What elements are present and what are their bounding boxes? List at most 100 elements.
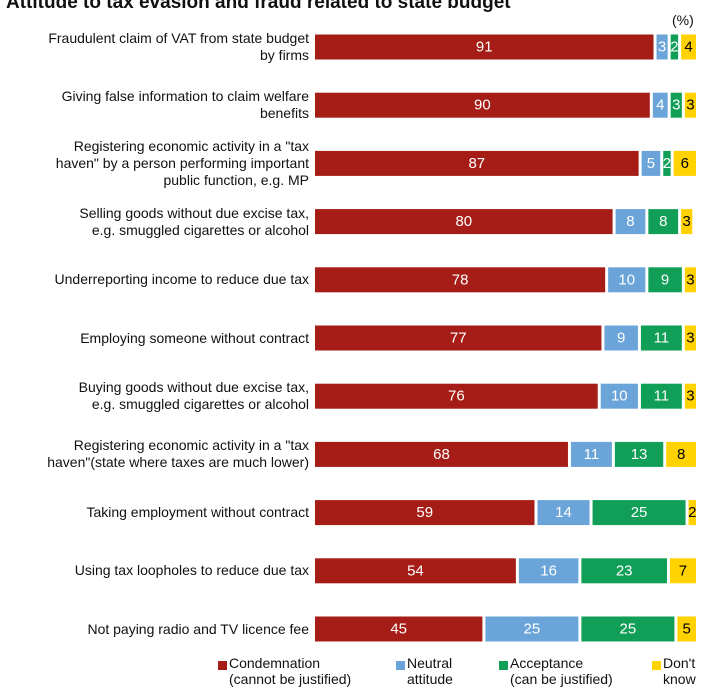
category-label: Giving false information to claim welfar… [61,88,309,122]
bar-segment [663,150,671,176]
bar-segment [315,441,568,467]
bar-segment [315,150,639,176]
bar-segment [604,325,638,351]
value-label: 8 [626,213,634,230]
legend-label: Neutral attitude [407,655,453,687]
value-label: 2 [670,39,678,56]
bar-segment [684,267,696,293]
bar-segment [670,34,679,60]
bar-segment [652,92,668,118]
legend-swatch [652,661,661,670]
value-label: 77 [450,330,467,347]
bar-segment [518,558,579,584]
category-label: Buying goods without due excise tax, e.g… [78,379,309,413]
value-label: 11 [654,388,670,405]
value-label: 91 [476,39,493,56]
bar-segment [681,34,696,60]
legend-label: Acceptance (can be justified) [510,655,613,687]
value-label: 25 [524,621,541,638]
bar-segment [615,209,646,235]
value-label: 16 [540,562,557,579]
value-label: 68 [433,446,450,463]
chart-title: Attitude to tax evasion and fraud relate… [6,0,511,13]
bar-segment [640,325,682,351]
bar-segment [315,616,483,642]
value-label: 23 [616,562,633,579]
legend-swatch [499,661,508,670]
category-label: Using tax loopholes to reduce due tax [74,562,309,579]
bar-segment [570,441,612,467]
category-label: Taking employment without contract [86,504,309,521]
value-label: 10 [618,271,635,288]
value-label: 5 [647,155,655,172]
category-label: Not paying radio and TV licence fee [87,620,309,637]
bar-segment [684,92,696,118]
bar-segment [648,267,682,293]
value-label: 10 [611,388,628,405]
value-label: 14 [555,504,572,521]
bar-segment [673,150,696,176]
bar-segment [681,209,693,235]
value-label: 2 [688,504,696,521]
value-label: 3 [672,97,680,114]
value-label: 3 [683,213,691,230]
bar-segment [684,325,696,351]
bar-segment [677,616,696,642]
bar-segment [537,500,590,526]
value-label: 3 [658,39,666,56]
category-label: Underreporting income to reduce due tax [54,271,309,288]
category-label: Fraudulent claim of VAT from state budge… [48,30,309,63]
value-label: 7 [679,562,687,579]
bar-segment [315,500,535,526]
bar-segment [581,558,667,584]
bar-segment [315,209,613,235]
value-label: 3 [686,330,694,347]
value-label: 6 [681,155,689,172]
bar-segment [684,383,696,409]
bar-segment [648,209,679,235]
value-label: 9 [661,271,669,288]
bar-segment [315,267,606,293]
value-label: 45 [390,621,407,638]
value-label: 3 [686,97,694,114]
value-label: 9 [617,330,625,347]
value-label: 87 [468,155,485,172]
value-label: 13 [631,446,648,463]
legend-label: Don't know [663,655,696,687]
value-label: 76 [448,388,465,405]
value-label: 4 [656,97,664,114]
bar-segment [592,500,686,526]
bar-segment [600,383,638,409]
bar-segment [315,325,602,351]
value-label: 54 [407,562,424,579]
legend-swatch [218,661,227,670]
value-label: 78 [452,271,469,288]
value-label: 4 [684,39,692,56]
category-label: Employing someone without contract [80,329,309,346]
value-label: 25 [620,621,637,638]
value-label: 25 [631,504,648,521]
category-label: Selling goods without due excise tax, e.… [79,204,309,238]
bar-segment [641,150,661,176]
bar-segment [688,500,696,526]
bar-segment [315,92,650,118]
value-label: 5 [683,621,691,638]
value-label: 11 [654,330,670,347]
value-label: 3 [686,388,694,405]
legend-label: Condemnation (cannot be justified) [229,655,352,687]
bar-segment [666,441,696,467]
bar-segment [669,558,696,584]
bar-segment [640,383,682,409]
category-label: Registering economic activity in a "tax … [47,437,309,471]
value-label: 59 [416,504,433,521]
bar-segment [614,441,664,467]
bar-segment [581,616,675,642]
category-label: Registering economic activity in a "tax … [55,137,309,188]
legend-swatch [396,661,405,670]
bar-segment [315,558,516,584]
value-label: 80 [455,213,472,230]
unit-label: (%) [672,12,694,28]
bar-segment [670,92,682,118]
